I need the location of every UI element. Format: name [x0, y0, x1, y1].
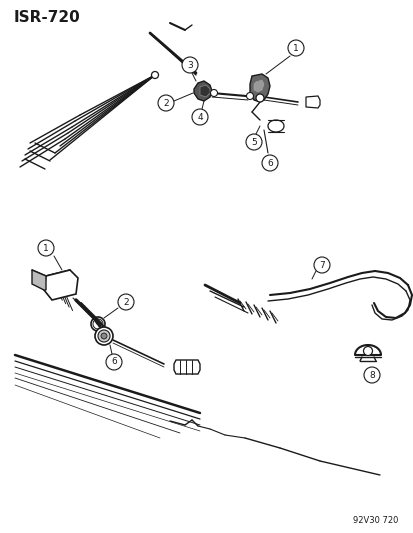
Polygon shape	[32, 270, 46, 290]
Circle shape	[38, 240, 54, 256]
Text: 92V30 720: 92V30 720	[352, 516, 397, 525]
Circle shape	[363, 346, 372, 356]
Text: 2: 2	[163, 99, 169, 108]
Circle shape	[363, 367, 379, 383]
Text: 7: 7	[318, 261, 324, 270]
Text: ISR-720: ISR-720	[14, 10, 81, 25]
Circle shape	[151, 71, 158, 78]
Text: 1: 1	[292, 44, 298, 52]
Circle shape	[98, 330, 110, 342]
Circle shape	[158, 95, 173, 111]
Circle shape	[118, 294, 134, 310]
Circle shape	[261, 155, 277, 171]
Text: 4: 4	[197, 112, 202, 122]
Text: 8: 8	[368, 370, 374, 379]
Text: 2: 2	[123, 297, 128, 306]
Circle shape	[106, 354, 122, 370]
Polygon shape	[44, 270, 78, 300]
Circle shape	[210, 90, 217, 96]
Text: 6: 6	[111, 358, 116, 367]
Circle shape	[255, 94, 263, 102]
Polygon shape	[199, 85, 209, 97]
Text: 1: 1	[43, 244, 49, 253]
Polygon shape	[249, 74, 269, 102]
Circle shape	[287, 40, 303, 56]
Text: 3: 3	[187, 61, 192, 69]
Text: 6: 6	[266, 158, 272, 167]
Circle shape	[245, 134, 261, 150]
Circle shape	[182, 57, 197, 73]
Text: 5: 5	[251, 138, 256, 147]
Circle shape	[246, 93, 253, 100]
Circle shape	[313, 257, 329, 273]
Polygon shape	[194, 81, 211, 101]
Polygon shape	[254, 80, 263, 92]
Circle shape	[95, 327, 113, 345]
Circle shape	[192, 109, 207, 125]
Circle shape	[101, 333, 107, 339]
